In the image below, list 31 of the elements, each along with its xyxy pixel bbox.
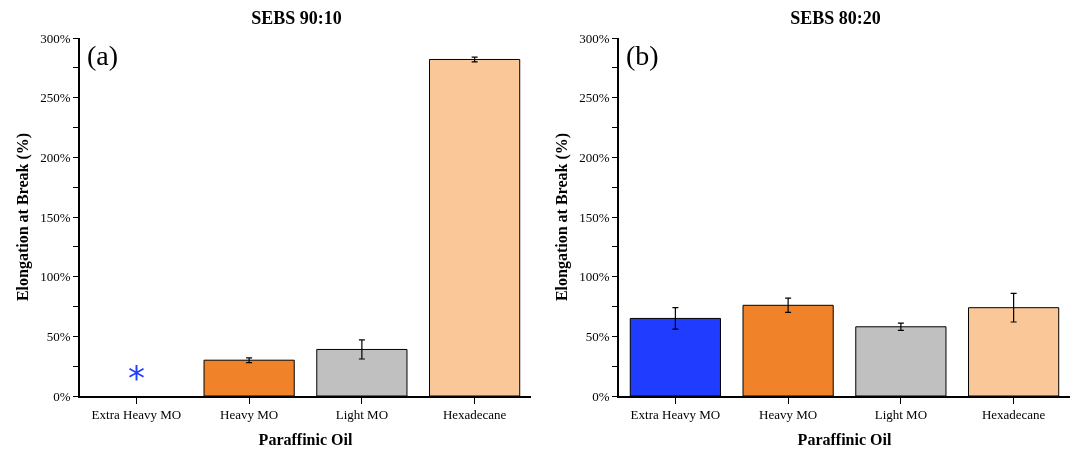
x-tick-label: Heavy MO (220, 407, 279, 423)
y-tick-label: 200% (40, 149, 71, 165)
x-tick-label: Light MO (335, 407, 389, 423)
y-tick-label: 100% (40, 269, 71, 285)
annotation: * (128, 358, 145, 398)
x-tick-label: Heavy MO (759, 407, 818, 423)
y-tick-label: 300% (40, 30, 71, 46)
x-axis-title: Paraffinic Oil (258, 430, 353, 448)
annotation: (a) (87, 40, 119, 71)
chart-title: SEBS 80:20 (790, 7, 881, 28)
y-tick-label: 50% (585, 328, 610, 344)
y-tick-label: 0% (53, 388, 71, 404)
y-tick-label: 100% (579, 269, 610, 285)
y-tick-label: 250% (40, 90, 71, 106)
x-tick-label: Extra Heavy MO (91, 407, 182, 423)
y-axis-title: Elongation at Break (%) (13, 132, 32, 302)
y-tick-label: 150% (40, 209, 71, 225)
y-axis-title: Elongation at Break (%) (552, 132, 571, 302)
y-tick-label: 50% (46, 328, 71, 344)
chart-title: SEBS 90:10 (251, 7, 342, 28)
y-tick-label: 150% (579, 209, 610, 225)
x-tick-label: Hexadecane (981, 407, 1046, 423)
y-tick-label: 250% (579, 90, 610, 106)
x-tick-label: Light MO (874, 407, 928, 423)
x-tick-label: Hexadecane (442, 407, 507, 423)
y-tick-label: 200% (579, 149, 610, 165)
y-tick-label: 0% (592, 388, 610, 404)
x-axis-title: Paraffinic Oil (797, 430, 892, 448)
y-tick-label: 300% (579, 30, 610, 46)
x-tick-label: Extra Heavy MO (630, 407, 721, 423)
annotation: (b) (626, 40, 659, 71)
